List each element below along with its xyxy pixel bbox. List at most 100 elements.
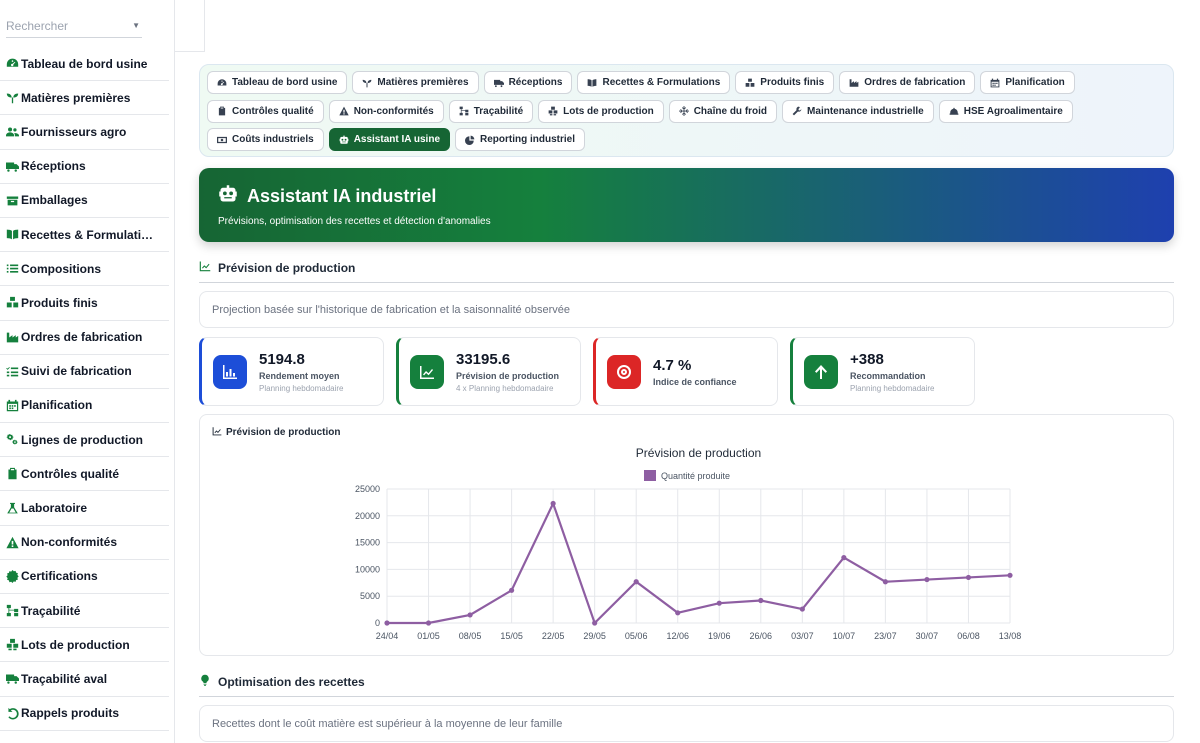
module-tab[interactable]: Coûts industriels xyxy=(207,128,324,152)
sidebar-item[interactable]: Matières premières xyxy=(0,81,169,116)
x-tick-label: 03/07 xyxy=(791,631,814,641)
sidebar-item[interactable]: Ordres de fabrication xyxy=(0,321,169,355)
kpi-note: Planning hebdomadaire xyxy=(259,383,344,393)
hard-hat-icon xyxy=(949,106,964,116)
module-tab[interactable]: Produits finis xyxy=(735,71,835,94)
data-point xyxy=(965,574,972,581)
module-tab[interactable]: HSE Agroalimentaire xyxy=(938,99,1073,123)
kpi-value: 33195.6 xyxy=(456,350,511,368)
kpi-card: 4.7 % Indice de confiance xyxy=(593,337,778,406)
warning-icon xyxy=(5,535,19,549)
sidebar-item[interactable]: Traçabilité xyxy=(0,594,169,629)
recipes-info: Recettes dont le coût matière est supéri… xyxy=(199,705,1174,742)
x-tick-label: 24/04 xyxy=(376,631,399,641)
sidebar-item[interactable]: Certifications xyxy=(0,560,169,594)
gauge-icon xyxy=(5,57,19,71)
module-tab[interactable]: Traçabilité xyxy=(448,99,534,123)
module-tab-label: Reporting industriel xyxy=(480,134,576,146)
sidebar-item[interactable]: Produits finis xyxy=(0,286,169,321)
sidebar-item[interactable]: Fournisseurs agro xyxy=(0,115,169,150)
module-tab[interactable]: Tableau de bord usine xyxy=(207,71,348,94)
x-tick-label: 30/07 xyxy=(916,631,939,641)
sidebar-item-label: Non-conformités xyxy=(21,535,117,550)
sidebar-item[interactable]: Recettes & Formulati… xyxy=(0,218,169,253)
sidebar-item-label: Traçabilité aval xyxy=(21,671,108,686)
x-tick-label: 01/05 xyxy=(417,631,440,641)
sidebar-item-label: Matières premières xyxy=(21,90,131,105)
module-tab[interactable]: Réceptions xyxy=(483,71,573,94)
data-point xyxy=(592,620,598,626)
kpi-label: Rendement moyen xyxy=(259,370,340,381)
sidebar-item[interactable]: Traçabilité aval xyxy=(0,662,169,697)
seedling-icon xyxy=(5,91,19,105)
data-point xyxy=(675,610,681,616)
module-tab[interactable]: Recettes & Formulations xyxy=(577,71,731,94)
cubes-icon xyxy=(745,78,760,88)
module-tab-label: Chaîne du froid xyxy=(693,105,768,117)
module-tab[interactable]: Assistant IA usine xyxy=(328,128,451,152)
module-tab-label: Assistant IA usine xyxy=(353,134,441,146)
module-tab-label: Coûts industriels xyxy=(232,134,314,146)
sidebar-item-label: Produits finis xyxy=(21,295,98,310)
module-tab[interactable]: Contrôles qualité xyxy=(207,99,324,123)
data-point xyxy=(384,620,390,626)
module-tab-label: Ordres de fabrication xyxy=(864,77,966,88)
sidebar-item-label: Fournisseurs agro xyxy=(21,124,127,139)
kpi-row: 5194.8 Rendement moyen Planning hebdomadai… xyxy=(199,337,1174,406)
sidebar-item[interactable]: Rappels produits xyxy=(0,697,169,731)
x-tick-label: 05/06 xyxy=(625,631,648,641)
line-chart-icon xyxy=(410,354,444,389)
recipes-section-heading: Optimisation des recettes xyxy=(199,674,1174,697)
truck-icon xyxy=(5,672,19,686)
search-select[interactable]: Rechercher ▼ xyxy=(6,14,142,38)
main-content: Tableau de bord usine Matières premières R… xyxy=(199,64,1174,742)
chart-card-title: Prévision de production xyxy=(212,426,340,439)
sidebar-item[interactable]: Emballages xyxy=(0,184,169,218)
module-tab-label: Réceptions xyxy=(508,77,563,88)
sidebar-item[interactable]: Lots de production xyxy=(0,628,169,663)
sidebar-item-label: Recettes & Formulati… xyxy=(21,227,154,242)
module-tab[interactable]: Maintenance industrielle xyxy=(782,99,934,123)
x-tick-label: 19/06 xyxy=(708,631,731,641)
sidebar-item-label: Ordres de fabrication xyxy=(21,330,143,345)
x-tick-label: 26/06 xyxy=(750,631,773,641)
y-tick-label: 25000 xyxy=(355,484,380,494)
module-tab-label: Recettes & Formulations xyxy=(602,77,721,88)
search-placeholder: Rechercher xyxy=(6,18,69,33)
module-tab[interactable]: Ordres de fabrication xyxy=(839,71,976,94)
module-tab[interactable]: Reporting industriel xyxy=(455,128,586,152)
sidebar-item[interactable]: Compositions xyxy=(0,252,169,287)
bar-chart-icon xyxy=(213,354,247,389)
chevron-down-icon: ▼ xyxy=(132,21,140,30)
module-tab[interactable]: Non-conformités xyxy=(328,99,444,123)
sidebar-item[interactable]: Réceptions xyxy=(0,150,169,184)
sidebar-item[interactable]: Contrôles qualité xyxy=(0,457,169,492)
module-tab-label: Matières premières xyxy=(377,77,469,88)
sidebar: Rechercher ▼ Tableau de bord usine Matièr… xyxy=(0,0,175,743)
industry-icon xyxy=(849,78,864,88)
sidebar-item[interactable]: Planification xyxy=(0,389,169,424)
arrow-up-icon xyxy=(804,354,838,389)
page-subtitle: Prévisions, optimisation des recettes et… xyxy=(218,216,491,227)
sidebar-item[interactable]: Lignes de production xyxy=(0,423,169,458)
book-icon xyxy=(5,228,19,242)
sidebar-item-label: Réceptions xyxy=(21,159,86,174)
data-point xyxy=(550,500,556,507)
sidebar-item-label: Certifications xyxy=(21,569,98,584)
sidebar-item[interactable]: Suivi de fabrication xyxy=(0,355,169,389)
sidebar-item[interactable]: Laboratoire xyxy=(0,491,169,526)
sidebar-item[interactable]: Non-conformités xyxy=(0,526,169,560)
kpi-card: 5194.8 Rendement moyen Planning hebdomadai… xyxy=(199,337,384,406)
kpi-card: 33195.6 Prévision de production 4 x Planni… xyxy=(396,337,581,406)
module-tab[interactable]: Chaîne du froid xyxy=(668,99,778,123)
x-tick-label: 06/08 xyxy=(957,631,980,641)
data-point xyxy=(1007,572,1013,578)
forecast-section-heading: Prévision de production xyxy=(199,260,1174,283)
module-tab[interactable]: Planification xyxy=(980,71,1075,94)
data-point xyxy=(425,620,432,626)
kpi-value: +388 xyxy=(850,350,884,368)
module-tab[interactable]: Matières premières xyxy=(352,71,479,94)
module-tab[interactable]: Lots de production xyxy=(538,99,664,123)
sidebar-item[interactable]: Tableau de bord usine xyxy=(0,47,169,82)
clipboard-check-icon xyxy=(5,467,19,481)
